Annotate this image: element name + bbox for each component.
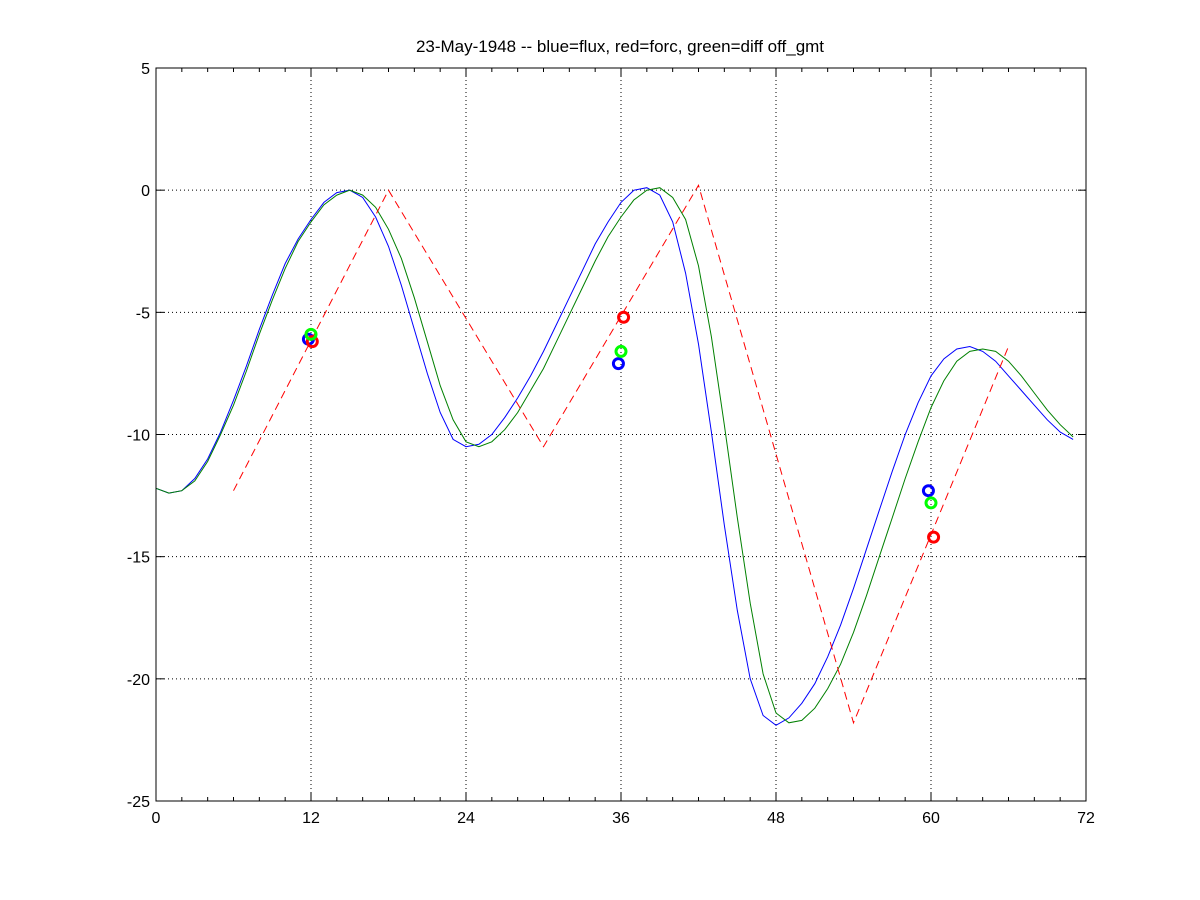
y-tick-label: -25 [127,794,150,811]
x-tick-label: 60 [922,810,940,827]
y-tick-label: -5 [136,305,150,322]
grid-layer [156,68,1086,801]
x-tick-label: 36 [612,810,630,827]
y-tick-label: 5 [141,61,150,78]
x-tick-label: 12 [302,810,320,827]
y-tick-label: -20 [127,672,150,689]
marker-flux-point [611,357,625,371]
series-layer [155,184,1074,726]
x-tick-label: 72 [1077,810,1095,827]
marker-forc-point [927,530,941,544]
marker-diff-point [924,496,938,510]
y-tick-label: 0 [141,183,150,200]
marker-diff-point [304,327,318,341]
chart-title: 23-May-1948 -- blue=flux, red=forc, gree… [416,37,824,56]
y-tick-label: -10 [127,428,150,445]
marker-diff-point [614,344,628,358]
marker-layer [301,310,941,544]
series-diff-line [155,187,1074,724]
y-tick-label: -15 [127,550,150,567]
x-tick-label: 24 [457,810,475,827]
x-tick-label: 0 [152,810,161,827]
tick-layer: 0 12 24 36 48 60 72 5 0 -5 -10 -15 -20 -25 [127,61,1095,827]
marker-flux-point [921,484,935,498]
series-forc-line [233,184,1009,725]
x-tick-label: 48 [767,810,785,827]
marker-forc-point [305,335,319,349]
marker-forc-point [617,310,631,324]
series-flux-line [155,187,1074,726]
